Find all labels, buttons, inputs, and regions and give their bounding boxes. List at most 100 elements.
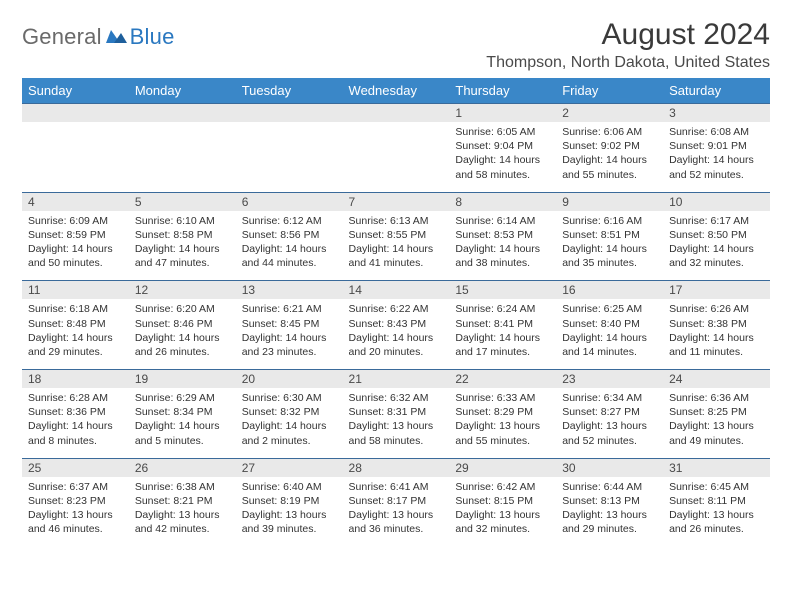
sunset-text: Sunset: 8:51 PM (562, 228, 657, 242)
logo-mark-icon (106, 26, 128, 49)
day-detail-cell: Sunrise: 6:18 AMSunset: 8:48 PMDaylight:… (22, 299, 129, 369)
daylight-text: Daylight: 13 hours and 29 minutes. (562, 508, 657, 536)
day-detail-cell: Sunrise: 6:38 AMSunset: 8:21 PMDaylight:… (129, 477, 236, 547)
day-detail-cell: Sunrise: 6:32 AMSunset: 8:31 PMDaylight:… (343, 388, 450, 458)
sunset-text: Sunset: 8:56 PM (242, 228, 337, 242)
day-number-cell (22, 104, 129, 123)
sunrise-text: Sunrise: 6:25 AM (562, 302, 657, 316)
day-number-cell: 17 (663, 281, 770, 300)
sunset-text: Sunset: 8:27 PM (562, 405, 657, 419)
day-detail-row: Sunrise: 6:05 AMSunset: 9:04 PM Daylight:… (22, 122, 770, 192)
daylight-text: Daylight: 13 hours and 26 minutes. (669, 508, 764, 536)
day-number-cell: 5 (129, 192, 236, 211)
sunrise-text: Sunrise: 6:22 AM (349, 302, 444, 316)
day-detail-cell: Sunrise: 6:21 AMSunset: 8:45 PMDaylight:… (236, 299, 343, 369)
day-number-cell: 11 (22, 281, 129, 300)
day-number-row: 11121314151617 (22, 281, 770, 300)
daylight-text: Daylight: 14 hours and 26 minutes. (135, 331, 230, 359)
sunrise-text: Sunrise: 6:30 AM (242, 391, 337, 405)
day-detail-cell: Sunrise: 6:34 AMSunset: 8:27 PMDaylight:… (556, 388, 663, 458)
day-detail-cell: Sunrise: 6:24 AMSunset: 8:41 PMDaylight:… (449, 299, 556, 369)
day-number-cell: 7 (343, 192, 450, 211)
day-detail-cell: Sunrise: 6:36 AMSunset: 8:25 PMDaylight:… (663, 388, 770, 458)
day-number-cell: 2 (556, 104, 663, 123)
sunrise-text: Sunrise: 6:08 AM (669, 125, 764, 139)
sunset-text: Sunset: 8:36 PM (28, 405, 123, 419)
day-number-cell (236, 104, 343, 123)
day-number-cell: 26 (129, 458, 236, 477)
daylight-text: Daylight: 13 hours and 39 minutes. (242, 508, 337, 536)
sunset-text: Sunset: 8:41 PM (455, 317, 550, 331)
daylight-text: Daylight: 14 hours and 50 minutes. (28, 242, 123, 270)
sunset-text: Sunset: 8:17 PM (349, 494, 444, 508)
calendar-page: General Blue August 2024 Thompson, North… (0, 0, 792, 564)
dow-tuesday: Tuesday (236, 78, 343, 104)
sunrise-text: Sunrise: 6:45 AM (669, 480, 764, 494)
day-number-cell: 29 (449, 458, 556, 477)
sunrise-text: Sunrise: 6:18 AM (28, 302, 123, 316)
day-detail-cell: Sunrise: 6:14 AMSunset: 8:53 PMDaylight:… (449, 211, 556, 281)
day-number-cell: 15 (449, 281, 556, 300)
sunset-text: Sunset: 8:55 PM (349, 228, 444, 242)
daylight-text: Daylight: 14 hours and 11 minutes. (669, 331, 764, 359)
day-number-cell: 9 (556, 192, 663, 211)
day-number-cell: 10 (663, 192, 770, 211)
day-detail-cell: Sunrise: 6:30 AMSunset: 8:32 PMDaylight:… (236, 388, 343, 458)
logo-text-blue: Blue (130, 24, 175, 50)
daylight-text: Daylight: 14 hours and 32 minutes. (669, 242, 764, 270)
day-number-cell: 21 (343, 370, 450, 389)
sunrise-text: Sunrise: 6:34 AM (562, 391, 657, 405)
daylight-text: Daylight: 13 hours and 42 minutes. (135, 508, 230, 536)
day-number-cell: 28 (343, 458, 450, 477)
day-detail-cell: Sunrise: 6:33 AMSunset: 8:29 PMDaylight:… (449, 388, 556, 458)
daylight-text: Daylight: 13 hours and 36 minutes. (349, 508, 444, 536)
logo-text-general: General (22, 24, 102, 50)
day-number-cell (343, 104, 450, 123)
dow-thursday: Thursday (449, 78, 556, 104)
sunset-text: Sunset: 9:02 PM (562, 139, 657, 153)
day-detail-cell: Sunrise: 6:12 AMSunset: 8:56 PMDaylight:… (236, 211, 343, 281)
day-number-row: 45678910 (22, 192, 770, 211)
day-detail-cell: Sunrise: 6:26 AMSunset: 8:38 PMDaylight:… (663, 299, 770, 369)
sunset-text: Sunset: 8:34 PM (135, 405, 230, 419)
sunrise-text: Sunrise: 6:21 AM (242, 302, 337, 316)
day-number-cell: 27 (236, 458, 343, 477)
daylight-text: Daylight: 14 hours and 41 minutes. (349, 242, 444, 270)
day-detail-row: Sunrise: 6:09 AMSunset: 8:59 PMDaylight:… (22, 211, 770, 281)
daylight-text: Daylight: 13 hours and 55 minutes. (455, 419, 550, 447)
sunset-text: Sunset: 8:48 PM (28, 317, 123, 331)
sunset-text: Sunset: 8:58 PM (135, 228, 230, 242)
sunset-text: Sunset: 8:50 PM (669, 228, 764, 242)
daylight-text: Daylight: 14 hours and 5 minutes. (135, 419, 230, 447)
sunrise-text: Sunrise: 6:38 AM (135, 480, 230, 494)
sunset-text: Sunset: 8:38 PM (669, 317, 764, 331)
daylight-text: Daylight: 13 hours and 32 minutes. (455, 508, 550, 536)
day-number-cell: 20 (236, 370, 343, 389)
day-detail-cell: Sunrise: 6:16 AMSunset: 8:51 PMDaylight:… (556, 211, 663, 281)
sunrise-text: Sunrise: 6:41 AM (349, 480, 444, 494)
day-number-cell: 19 (129, 370, 236, 389)
sunrise-text: Sunrise: 6:40 AM (242, 480, 337, 494)
day-detail-cell: Sunrise: 6:20 AMSunset: 8:46 PMDaylight:… (129, 299, 236, 369)
day-detail-cell: Sunrise: 6:09 AMSunset: 8:59 PMDaylight:… (22, 211, 129, 281)
day-number-row: 123 (22, 104, 770, 123)
sunset-text: Sunset: 8:21 PM (135, 494, 230, 508)
day-detail-cell: Sunrise: 6:42 AMSunset: 8:15 PMDaylight:… (449, 477, 556, 547)
day-detail-cell: Sunrise: 6:37 AMSunset: 8:23 PMDaylight:… (22, 477, 129, 547)
day-detail-cell: Sunrise: 6:45 AMSunset: 8:11 PMDaylight:… (663, 477, 770, 547)
dow-monday: Monday (129, 78, 236, 104)
day-number-row: 18192021222324 (22, 370, 770, 389)
sunrise-text: Sunrise: 6:26 AM (669, 302, 764, 316)
sunrise-text: Sunrise: 6:05 AM (455, 125, 550, 139)
day-number-cell: 16 (556, 281, 663, 300)
daylight-text: Daylight: 14 hours and 55 minutes. (562, 153, 657, 181)
sunset-text: Sunset: 9:04 PM (455, 139, 550, 153)
daylight-text: Daylight: 13 hours and 58 minutes. (349, 419, 444, 447)
day-detail-cell (343, 122, 450, 192)
day-detail-row: Sunrise: 6:37 AMSunset: 8:23 PMDaylight:… (22, 477, 770, 547)
day-detail-cell: Sunrise: 6:44 AMSunset: 8:13 PMDaylight:… (556, 477, 663, 547)
daylight-text: Daylight: 13 hours and 52 minutes. (562, 419, 657, 447)
day-detail-cell: Sunrise: 6:29 AMSunset: 8:34 PMDaylight:… (129, 388, 236, 458)
sunset-text: Sunset: 8:43 PM (349, 317, 444, 331)
dow-friday: Friday (556, 78, 663, 104)
